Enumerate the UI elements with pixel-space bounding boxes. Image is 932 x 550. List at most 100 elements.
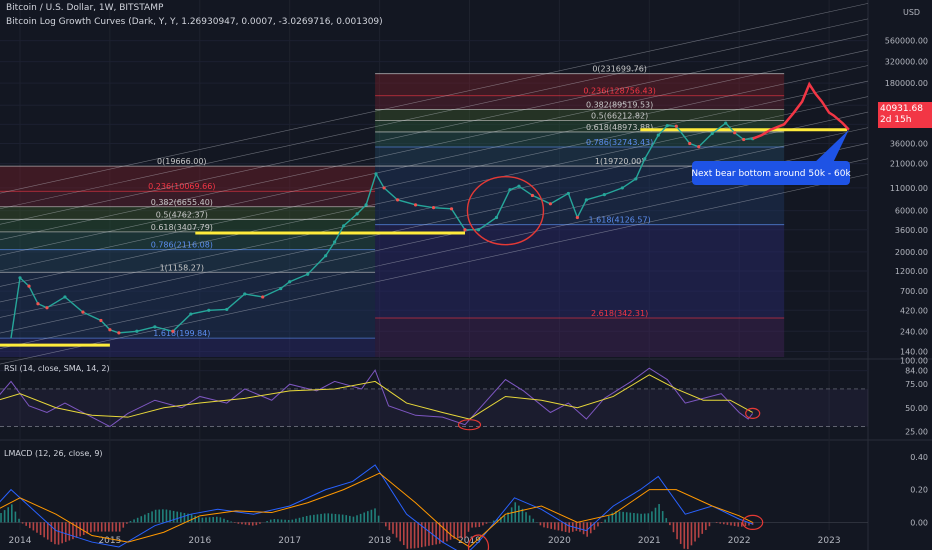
time-tick-label: 2023 — [818, 536, 841, 546]
macd-histogram-bar — [126, 522, 128, 524]
macd-histogram-bar — [579, 522, 581, 532]
price-candle — [27, 284, 31, 288]
macd-histogram-bar — [618, 511, 621, 523]
macd-histogram-bar — [550, 522, 553, 529]
macd-histogram-bar — [205, 517, 207, 523]
price-candle — [665, 124, 669, 128]
macd-histogram-bar — [370, 509, 373, 523]
fib-band — [0, 338, 376, 357]
macd-histogram-bar — [162, 509, 164, 523]
macd-histogram-bar — [665, 518, 668, 523]
macd-histogram-bar — [705, 522, 707, 531]
macd-histogram-bar — [11, 504, 13, 523]
fib-level-label: 0(19666.00) — [157, 157, 207, 166]
macd-histogram-bar — [687, 522, 689, 550]
price-candle — [575, 215, 579, 220]
macd-histogram-bar — [676, 522, 678, 540]
fib-band — [0, 231, 376, 250]
macd-histogram-bar — [64, 522, 67, 542]
macd-histogram-bar — [410, 522, 412, 549]
price-candle — [207, 308, 211, 312]
macd-histogram-bar — [151, 511, 153, 523]
fib-level-label: 0.236(128756.43) — [583, 87, 655, 96]
macd-histogram-bar — [449, 522, 452, 540]
macd-histogram-bar — [212, 516, 214, 523]
macd-histogram-bar — [305, 515, 308, 523]
macd-histogram-bar — [241, 522, 243, 525]
price-candle — [710, 131, 714, 136]
price-tick-label: 320000.00 — [885, 58, 928, 67]
price-candle — [189, 312, 193, 316]
macd-histogram-bar — [208, 517, 211, 523]
macd-histogram-bar — [456, 522, 459, 539]
price-candle — [530, 193, 535, 198]
macd-histogram-bar — [525, 512, 527, 523]
macd-histogram-bar — [237, 522, 240, 524]
macd-histogram-bar — [154, 509, 157, 523]
macd-histogram-bar — [54, 522, 56, 545]
macd-histogram-bar — [266, 521, 268, 523]
macd-histogram-bar — [21, 522, 24, 524]
time-tick-label: 2016 — [188, 536, 211, 546]
macd-histogram-bar — [198, 517, 200, 523]
macd-histogram-bar — [259, 522, 261, 524]
rsi-tick-label: 25.00 — [905, 427, 928, 436]
macd-title: LMACD (12, 26, close, 9) — [4, 449, 103, 458]
fib-band — [375, 224, 785, 318]
macd-histogram-bar — [46, 522, 49, 540]
price-candle — [99, 318, 103, 323]
callout-text: Next bear bottom around 50k - 60k — [691, 169, 851, 179]
macd-highlight — [467, 534, 490, 550]
macd-histogram-bar — [133, 519, 135, 523]
price-candle — [643, 157, 647, 161]
macd-histogram-bar — [575, 522, 578, 531]
macd-histogram-bar — [176, 511, 179, 523]
macd-histogram-bar — [661, 511, 664, 523]
macd-histogram-bar — [309, 515, 312, 523]
growth-curve-line — [0, 18, 869, 210]
macd-histogram-bar — [165, 509, 168, 523]
macd-histogram-bar — [323, 513, 326, 523]
fib-band — [375, 131, 785, 148]
macd-histogram-bar — [395, 522, 398, 538]
price-candle — [431, 206, 436, 210]
price-candle — [674, 124, 678, 128]
macd-histogram-bar — [518, 505, 520, 523]
price-candle — [324, 254, 328, 258]
macd-histogram-bar — [478, 522, 481, 527]
macd-histogram-bar — [338, 514, 340, 523]
symbol-title: Bitcoin / U.S. Dollar, 1W, BITSTAMP — [6, 3, 164, 13]
macd-histogram-bar — [554, 522, 556, 530]
price-candle — [225, 307, 229, 312]
macd-histogram-bar — [539, 522, 542, 526]
macd-histogram-bar — [460, 522, 463, 539]
macd-histogram-bar — [0, 513, 2, 523]
fib-band — [0, 166, 376, 192]
macd-histogram-bar — [701, 522, 704, 534]
time-tick-label: 2015 — [98, 536, 121, 546]
macd-histogram-bar — [420, 522, 423, 548]
growth-curve-line — [0, 49, 869, 241]
growth-curve-line — [0, 3, 869, 194]
macd-histogram-bar — [607, 516, 610, 523]
macd-histogram-bar — [39, 522, 42, 536]
macd-histogram-bar — [341, 514, 344, 523]
rsi-ma-line — [0, 374, 753, 420]
price-tick-label: 700.00 — [900, 287, 928, 296]
macd-histogram-bar — [352, 516, 355, 523]
fib-level-label: 0(231699.76) — [592, 65, 647, 74]
macd-histogram-bar — [651, 511, 653, 523]
macd-histogram-bar — [406, 522, 409, 549]
rsi-highlight — [457, 419, 482, 431]
macd-histogram-bar — [334, 513, 337, 523]
macd-histogram-bar — [158, 509, 161, 523]
macd-histogram-bar — [615, 511, 617, 523]
fib-band — [375, 147, 785, 167]
macd-histogram-bar — [93, 522, 96, 532]
macd-histogram-bar — [269, 519, 272, 523]
growth-curve-line — [0, 80, 869, 272]
price-candle — [261, 295, 265, 299]
macd-histogram-bar — [467, 522, 470, 532]
macd-histogram-bar — [36, 522, 38, 533]
